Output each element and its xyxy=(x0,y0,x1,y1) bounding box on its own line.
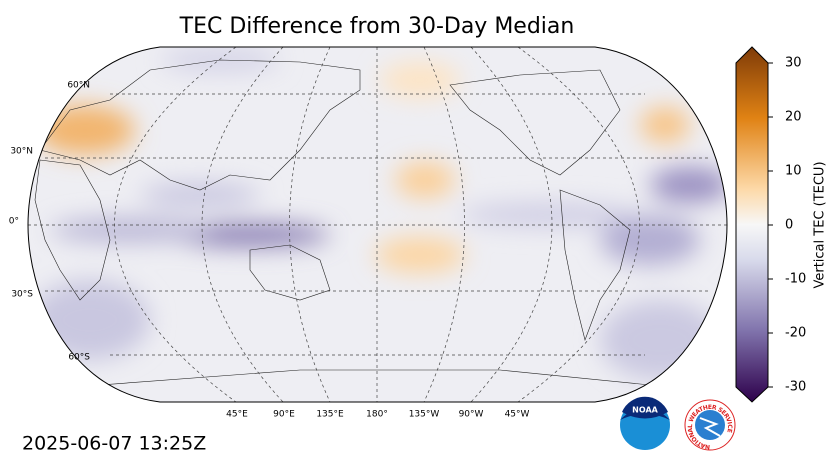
nws-inner xyxy=(695,410,725,440)
tec-field xyxy=(30,48,727,380)
lat-label: 0° xyxy=(9,217,19,227)
noaa-logo: NOAA xyxy=(620,396,670,450)
timestamp: 2025-06-07 13:25Z xyxy=(22,433,206,455)
noaa-text: NOAA xyxy=(632,406,658,415)
graticule xyxy=(28,46,727,403)
colorbar: Vertical TEC (TECU) 30 20 10 0 -10 -20 -30 xyxy=(735,46,828,403)
map: 60°N 30°N 0° 30°S 60°S 45°E 90°E 135°E 1… xyxy=(9,46,728,420)
lon-label: 90°W xyxy=(459,410,484,420)
title: TEC Difference from 30-Day Median xyxy=(179,14,575,39)
lon-label: 135°W xyxy=(409,410,440,420)
lon-label: 45°E xyxy=(226,410,248,420)
lon-label: 180° xyxy=(366,410,388,420)
colorbar-tick-label: -10 xyxy=(785,272,806,287)
colorbar-tick-label: 10 xyxy=(785,164,802,179)
coastlines xyxy=(34,59,651,386)
nws-bolt xyxy=(699,417,721,437)
noaa-top xyxy=(622,396,668,419)
map-background xyxy=(28,47,727,402)
colorbar-tick-label: -20 xyxy=(785,326,806,341)
colorbar-label: Vertical TEC (TECU) xyxy=(813,161,828,288)
lon-label: 45°W xyxy=(505,410,530,420)
colorbar-tick-label: 30 xyxy=(785,56,802,71)
lat-label: 30°N xyxy=(10,147,33,157)
lat-label: 30°S xyxy=(11,290,33,300)
lat-label: 60°N xyxy=(67,81,90,91)
lat-label: 60°S xyxy=(68,353,90,363)
lon-label: 90°E xyxy=(273,410,295,420)
lon-labels: 45°E 90°E 135°E 180° 135°W 90°W 45°W xyxy=(226,410,529,420)
map-border xyxy=(27,46,728,403)
colorbar-scale xyxy=(735,46,769,403)
nws-logo: NATIONAL WEATHER SERVICE xyxy=(684,399,736,451)
colorbar-tick-label: 0 xyxy=(785,218,793,233)
lon-label: 135°E xyxy=(316,410,344,420)
colorbar-tick-label: 20 xyxy=(785,110,802,125)
colorbar-tick-label: -30 xyxy=(785,380,806,395)
lat-labels: 60°N 30°N 0° 30°S 60°S xyxy=(9,81,91,363)
